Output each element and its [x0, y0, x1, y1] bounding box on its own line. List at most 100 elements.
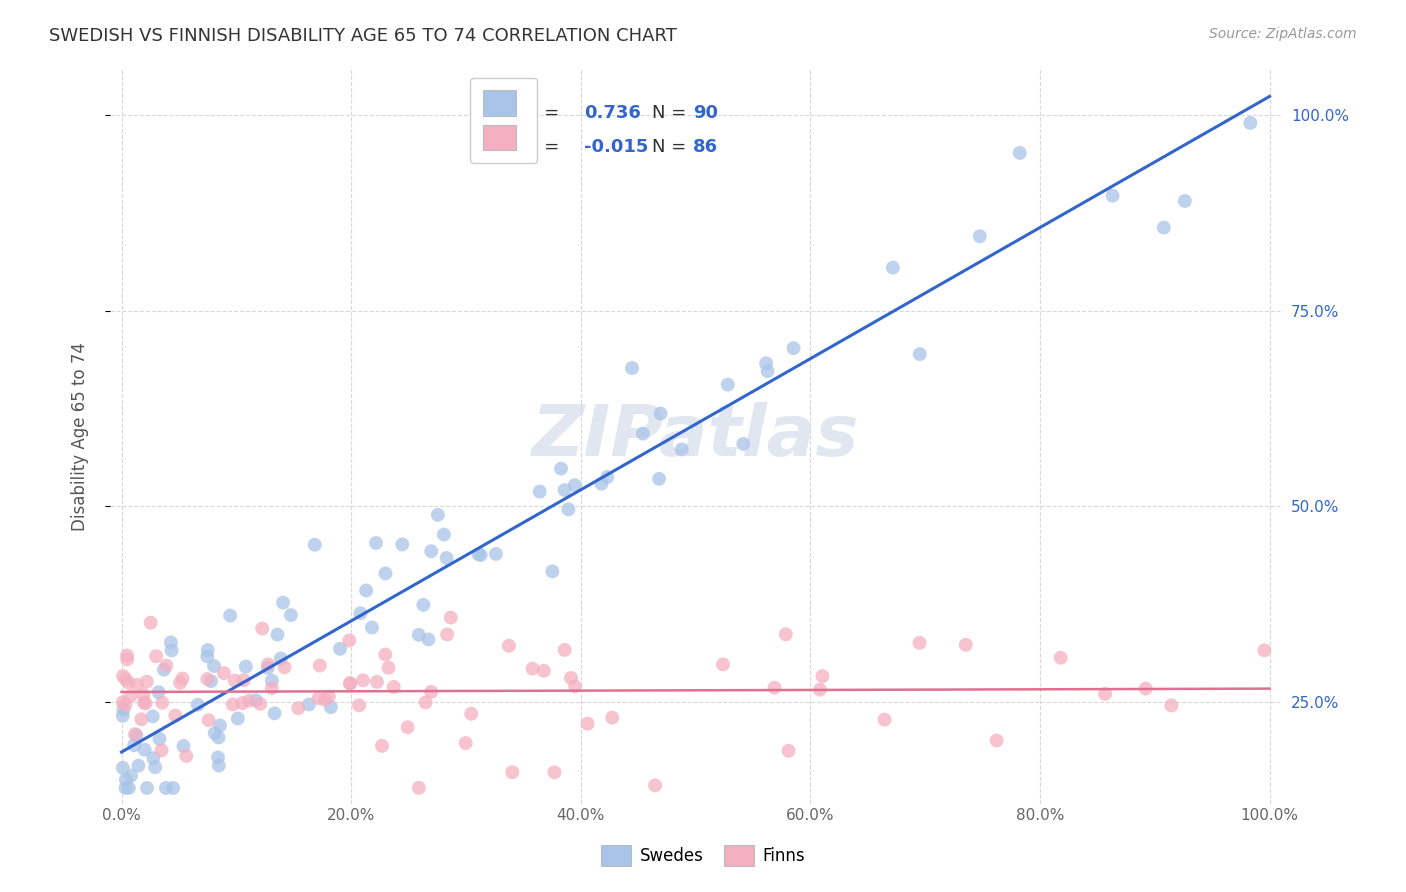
Point — [114, 672, 136, 686]
Text: SWEDISH VS FINNISH DISABILITY AGE 65 TO 74 CORRELATION CHART: SWEDISH VS FINNISH DISABILITY AGE 65 TO … — [49, 27, 678, 45]
Point — [908, 347, 931, 361]
Text: 90: 90 — [693, 103, 718, 121]
Point — [111, 761, 134, 775]
Point — [650, 407, 672, 421]
Point — [212, 666, 235, 681]
Point — [349, 606, 371, 620]
Point — [361, 620, 384, 634]
Point — [882, 260, 904, 275]
Point — [717, 377, 740, 392]
Point — [1094, 687, 1116, 701]
Point — [124, 727, 146, 741]
Point — [134, 696, 156, 710]
Point — [1101, 188, 1123, 202]
Point — [969, 229, 991, 244]
Point — [127, 758, 149, 772]
Point — [412, 598, 434, 612]
Point — [231, 696, 253, 710]
Point — [339, 676, 361, 690]
Point — [533, 664, 555, 678]
Point — [374, 648, 396, 662]
Point — [125, 728, 148, 742]
Point — [150, 743, 173, 757]
Point — [120, 690, 142, 704]
Text: N =: N = — [652, 138, 692, 156]
Point — [631, 426, 654, 441]
Point — [273, 660, 295, 674]
Point — [955, 638, 977, 652]
Point — [374, 566, 396, 581]
Point — [408, 628, 430, 642]
Point — [270, 651, 292, 665]
Point — [550, 461, 572, 475]
Point — [1135, 681, 1157, 696]
Point — [132, 688, 155, 702]
Point — [576, 716, 599, 731]
Point — [257, 657, 280, 672]
Point — [529, 484, 551, 499]
Point — [364, 536, 387, 550]
Point — [1153, 220, 1175, 235]
Point — [260, 681, 283, 695]
Point — [352, 673, 374, 688]
Point — [366, 674, 388, 689]
Text: 86: 86 — [693, 138, 718, 156]
Point — [135, 674, 157, 689]
Point — [118, 780, 141, 795]
Point — [263, 706, 285, 721]
Point — [460, 706, 482, 721]
Point — [811, 669, 834, 683]
Point — [114, 780, 136, 795]
Legend: Swedes, Finns: Swedes, Finns — [593, 837, 813, 875]
Point — [245, 693, 267, 707]
Point — [207, 750, 229, 764]
Point — [266, 627, 288, 641]
Point — [485, 547, 508, 561]
Point — [347, 698, 370, 713]
Point — [195, 672, 218, 686]
Point — [134, 742, 156, 756]
Point — [115, 652, 138, 666]
Point — [733, 437, 755, 451]
Point — [207, 731, 229, 745]
Point — [873, 713, 896, 727]
Point — [808, 682, 831, 697]
Point — [204, 726, 226, 740]
Point — [467, 547, 489, 561]
Point — [396, 720, 419, 734]
Point — [644, 779, 666, 793]
Point — [165, 708, 187, 723]
Point — [142, 751, 165, 765]
Point — [1174, 194, 1197, 208]
Point — [148, 685, 170, 699]
Point — [117, 675, 139, 690]
Point — [756, 364, 779, 378]
Point — [219, 608, 242, 623]
Legend: , : , — [471, 78, 537, 163]
Point — [238, 694, 260, 708]
Point — [150, 696, 173, 710]
Point — [782, 341, 804, 355]
Point — [337, 633, 360, 648]
Point — [671, 442, 693, 457]
Point — [522, 662, 544, 676]
Point — [371, 739, 394, 753]
Point — [314, 693, 336, 707]
Point — [200, 674, 222, 689]
Point — [420, 685, 443, 699]
Point — [155, 658, 177, 673]
Point — [162, 780, 184, 795]
Point — [564, 478, 586, 492]
Point — [172, 672, 194, 686]
Point — [711, 657, 734, 672]
Point — [600, 711, 623, 725]
Text: ZIPatlas: ZIPatlas — [531, 401, 859, 471]
Point — [318, 690, 340, 704]
Point — [145, 649, 167, 664]
Text: -0.015: -0.015 — [585, 138, 648, 156]
Point — [197, 643, 219, 657]
Point — [755, 356, 778, 370]
Point — [187, 698, 209, 712]
Point — [543, 765, 565, 780]
Point — [155, 780, 177, 795]
